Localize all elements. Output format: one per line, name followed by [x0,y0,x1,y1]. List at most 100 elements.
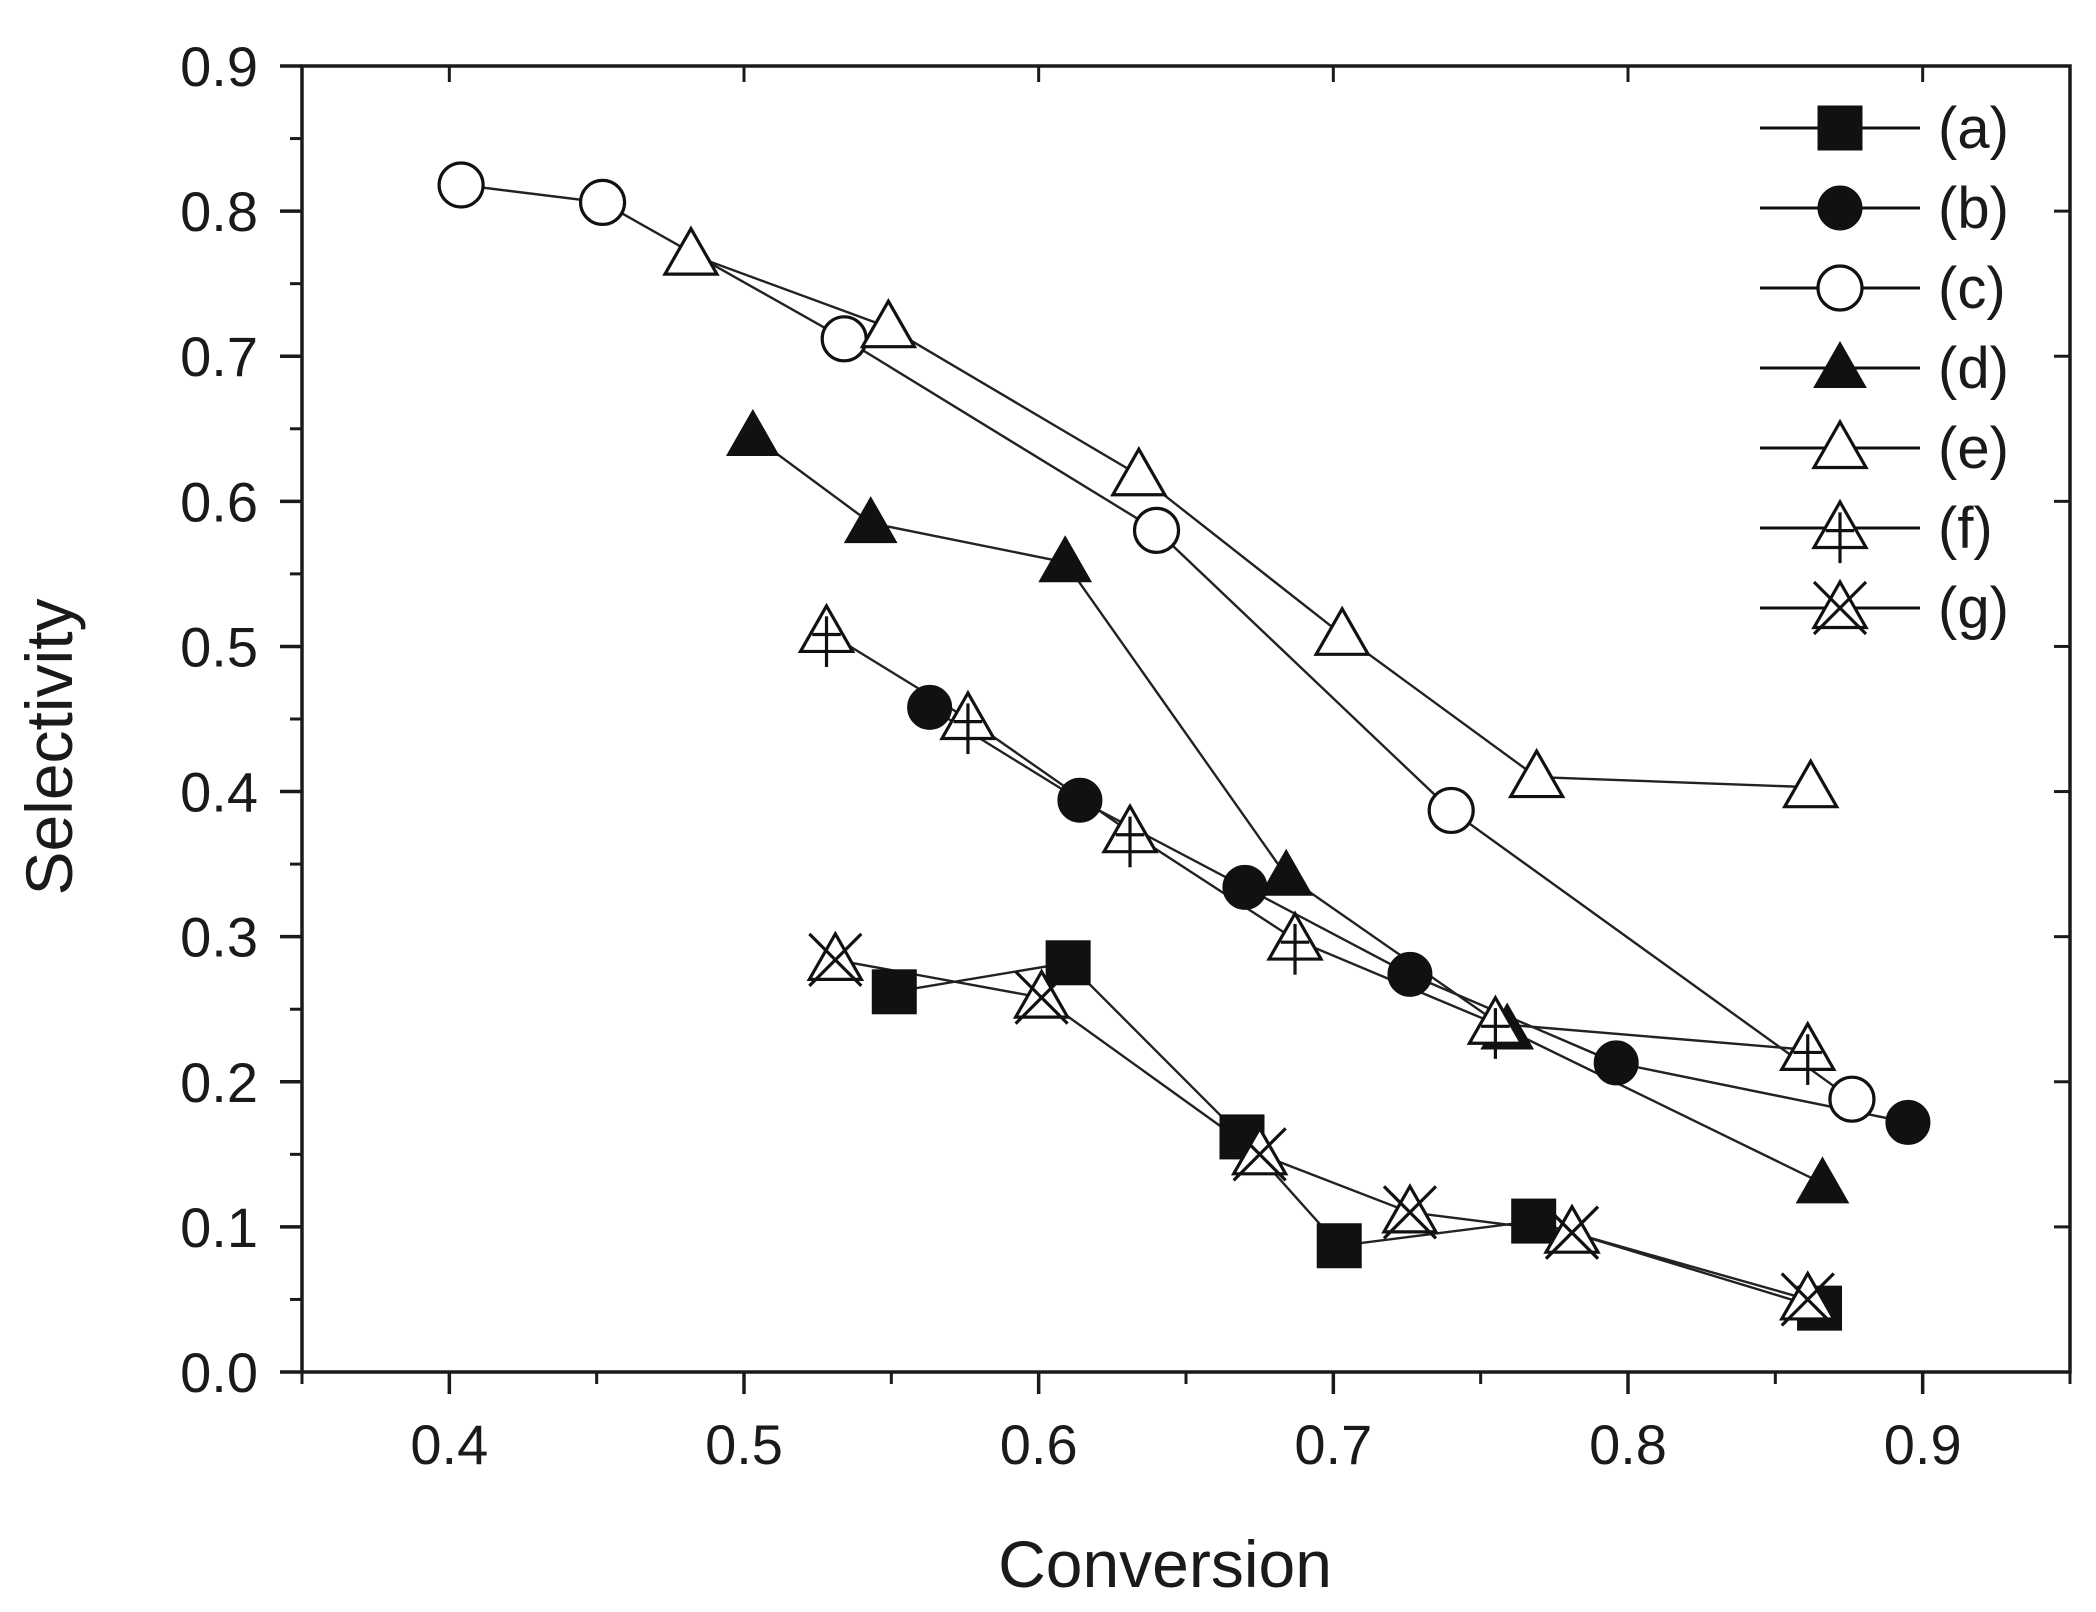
data-point [1132,506,1181,554]
data-point [1230,1125,1289,1182]
data-point [907,684,953,730]
marker-shape [1045,940,1091,986]
data-point [1778,1020,1837,1085]
legend-marker [1811,578,1869,636]
marker-shape [1316,1223,1362,1269]
data-point [1381,1183,1439,1240]
legend-label: (d) [1938,336,2009,401]
axes: 0.4 0.5 0.6 0.7 0.8 0.9 0.0 0.1 0.2 0.3 0.4 0.5 0.6 0… [180,35,2072,1476]
data-point [1778,1270,1837,1327]
marker-shape [1222,864,1268,910]
marker-shape [1885,1099,1931,1145]
data-point [1466,994,1525,1059]
data-point [871,969,917,1015]
series-line [825,630,1808,1052]
marker-shape [1813,340,1867,388]
legend-item: (b) [1760,176,2009,241]
legend-label: (e) [1938,416,2009,481]
legend-label: (g) [1938,576,2009,641]
marker-shape [1778,1270,1837,1321]
legend-marker [1817,105,1863,151]
data-point [1427,786,1475,835]
marker-shape [578,178,627,227]
data-point [578,178,627,227]
marker-x-2 [1014,970,1069,1025]
marker-shape [1427,786,1475,835]
marker-shape [859,297,918,349]
marker-shape [1543,1203,1601,1254]
series-markers-b [907,684,1931,1145]
marker-shape [1387,951,1433,997]
data-point [1828,1075,1876,1123]
data-point [1266,910,1324,975]
data-point [1038,535,1093,583]
series-markers-c [437,161,1876,1123]
x-tick-label: 0.6 [1000,1413,1078,1476]
series-markers-f [797,602,1837,1085]
data-point [859,297,918,349]
series-d [752,435,1824,1185]
marker-shape [1381,1183,1439,1234]
marker-shape [1259,848,1314,896]
legend-marker [1811,418,1869,470]
marker-shape [1132,506,1181,554]
legend-label: (c) [1938,256,2006,321]
marker-shape [806,930,865,981]
x-axis-title: Conversion [998,1527,1332,1601]
data-point [662,225,720,276]
data-point [1313,605,1371,656]
series-b [929,706,1909,1124]
series-g [835,958,1809,1301]
y-tick-label: 0.0 [180,1341,258,1404]
marker-shape [662,225,720,276]
legend-item: (g) [1760,576,2009,641]
legend-marker [1816,264,1864,312]
marker-shape [871,969,917,1015]
y-tick-label: 0.2 [180,1051,258,1114]
marker-shape [1593,1040,1639,1086]
y-tick-label: 0.8 [180,180,258,243]
data-point [1101,802,1159,868]
series-line [835,958,1809,1301]
series-line [690,253,1811,789]
marker-shape [437,161,485,209]
data-point [437,161,485,209]
data-point [1795,1156,1850,1204]
series-line [460,183,1853,1101]
marker-x-2 [1232,1127,1287,1182]
marker-x-2 [1812,580,1868,636]
series-markers-e [662,225,1840,809]
x-tick-label: 0.7 [1294,1413,1372,1476]
legend-label: (f) [1938,496,1993,561]
series-f [825,630,1808,1052]
data-point [820,315,868,363]
y-tick-label: 0.7 [180,325,258,388]
data-point [843,496,898,544]
x-tick-label: 0.5 [705,1413,783,1476]
data-point [725,409,780,457]
y-tick-label: 0.1 [180,1196,258,1259]
y-axis-title: Selectivity [12,598,86,895]
marker-shape [1511,1198,1557,1244]
marker-shape [820,315,868,363]
data-point [1593,1040,1639,1086]
data-point [1110,445,1168,497]
marker-x-2 [1544,1205,1600,1260]
legend-marker [1811,498,1869,564]
marker-shape [1057,777,1103,823]
data-point [1012,968,1071,1025]
data-point [1057,777,1103,823]
legend-item: (e) [1760,416,2009,481]
marker-shape [843,496,898,544]
y-tick-label: 0.9 [180,35,258,98]
data-point [1045,940,1091,986]
data-point [1316,1223,1362,1269]
y-tick-label: 0.6 [180,470,258,533]
marker-shape [1828,1075,1876,1123]
legend-item: (f) [1760,496,1993,564]
x-tick-label: 0.8 [1589,1413,1667,1476]
legend: (a) (b) (c) (d) (e) (f) (g) [1760,96,2009,641]
series-e [690,253,1811,789]
marker-shape [1038,535,1093,583]
